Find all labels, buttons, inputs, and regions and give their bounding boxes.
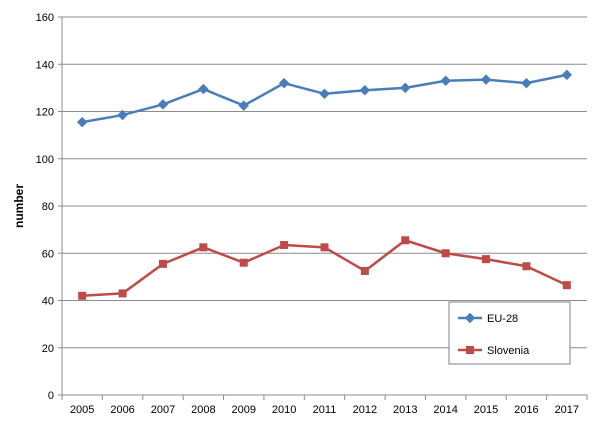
data-point (157, 99, 169, 110)
data-point (76, 116, 88, 128)
data-point (360, 266, 369, 275)
y-tick-label: 80 (42, 201, 54, 213)
series-slovenia (78, 236, 571, 300)
y-axis-title: number (12, 184, 26, 228)
x-tick-label: 2008 (191, 404, 215, 416)
data-point (117, 109, 128, 121)
data-point (441, 249, 450, 258)
y-tick-label: 20 (42, 343, 54, 355)
axes (58, 16, 588, 400)
x-tick-label: 2006 (110, 404, 134, 416)
x-tick-label: 2007 (151, 404, 175, 416)
data-point (480, 74, 492, 85)
data-point (280, 240, 289, 249)
x-tick-label: 2015 (474, 404, 498, 416)
x-tick-label: 2013 (393, 404, 417, 416)
data-point (466, 346, 474, 354)
x-tick-label: 2005 (70, 404, 94, 416)
data-point (278, 77, 290, 89)
legend-label: EU-28 (487, 313, 518, 325)
x-tick-label: 2016 (514, 404, 538, 416)
x-tick-labels: 2005 2006 2007 2008 2009 2010 2011 2012 2013 2014… (70, 404, 579, 416)
y-tick-label: 100 (36, 154, 54, 166)
legend-label: Slovenia (487, 345, 530, 357)
data-point (482, 255, 491, 264)
data-point (464, 312, 476, 324)
data-point (399, 82, 411, 94)
series (76, 69, 573, 300)
x-tick-label: 2009 (231, 404, 255, 416)
y-tick-label: 40 (42, 296, 54, 308)
x-tick-label: 2014 (433, 404, 457, 416)
data-point (319, 88, 330, 100)
data-point (78, 291, 87, 300)
gridlines (62, 16, 587, 349)
data-point (561, 69, 573, 81)
x-tick-label: 2017 (555, 404, 579, 416)
y-tick-labels: 0 20 40 60 80 100 120 140 160 (36, 12, 54, 402)
legend: EU-28 Slovenia (448, 301, 571, 365)
x-tick-label: 2011 (313, 404, 337, 416)
legend-item: Slovenia (458, 345, 530, 357)
data-point (238, 100, 250, 111)
data-point (522, 262, 531, 271)
data-point (562, 281, 571, 290)
data-point (359, 84, 371, 96)
data-point (118, 289, 127, 298)
y-tick-label: 60 (42, 248, 54, 260)
y-tick-label: 0 (48, 390, 54, 402)
data-point (199, 243, 208, 252)
data-point (197, 83, 209, 95)
x-tick-label: 2012 (353, 404, 377, 416)
legend-item: EU-28 (458, 312, 518, 325)
data-point (239, 258, 248, 267)
y-tick-label: 160 (36, 12, 54, 24)
data-point (440, 75, 452, 87)
x-tick-label: 2010 (272, 404, 296, 416)
y-tick-label: 140 (36, 59, 54, 71)
data-point (401, 236, 410, 245)
data-point (158, 259, 167, 268)
data-point (320, 243, 329, 252)
y-tick-label: 120 (36, 107, 54, 119)
data-point (521, 77, 532, 89)
series-eu-28 (76, 69, 573, 128)
